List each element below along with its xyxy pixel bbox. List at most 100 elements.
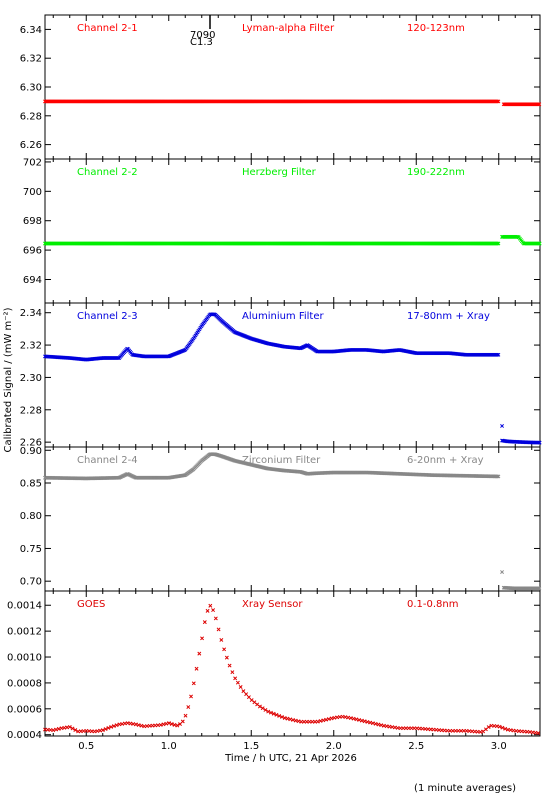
data-point: [186, 705, 191, 710]
panel-frame: [44, 14, 541, 160]
panel-ch21: 6.26 6.28 6.30 6.32 6.34 Channel 2-1 Lyman-alp…: [20, 14, 542, 160]
panel-label: 120-123nm: [407, 23, 465, 34]
data-point: [329, 716, 334, 721]
y-tick-label: 6.26: [20, 140, 42, 151]
data-point: [189, 694, 193, 699]
y-tick-label: 0.0006: [7, 704, 42, 715]
data-point: [244, 692, 249, 697]
data-point: [288, 717, 293, 722]
data-point: [370, 721, 375, 726]
panel-label: 0.1-0.8nm: [407, 599, 459, 610]
data-point: [536, 102, 541, 107]
y-tick-label: 0.0008: [7, 678, 42, 689]
data-point: [114, 723, 119, 728]
data-point: [537, 241, 542, 246]
y-tick-label: 0.0010: [7, 653, 42, 664]
data-point: [158, 722, 163, 727]
data-point: [263, 707, 268, 712]
panel-label: Aluminium Filter: [242, 311, 325, 322]
x-axis-title: Time / h UTC, 21 Apr 2026: [224, 753, 357, 764]
data-point: [536, 731, 541, 736]
data-point: [324, 717, 329, 722]
panel-label: Lyman-alpha Filter: [242, 23, 335, 34]
series-ch23-1: [500, 438, 542, 445]
data-point: [351, 716, 356, 721]
x-tick-label: 1.0: [161, 741, 177, 752]
series-ch24-1: [501, 585, 542, 591]
data-point: [238, 685, 243, 689]
y-tick-label: 0.70: [20, 577, 42, 588]
data-point: [373, 721, 378, 726]
data-point: [257, 704, 262, 709]
data-point: [208, 603, 213, 608]
data-point: [495, 241, 500, 246]
y-tick-label: 0.0014: [7, 601, 42, 612]
data-point: [496, 99, 501, 104]
data-point: [133, 722, 138, 727]
data-point: [103, 727, 108, 732]
averaging-note: (1 minute averages): [414, 783, 516, 794]
x-tick-label: 1.5: [243, 741, 259, 752]
data-point: [346, 715, 351, 720]
y-tick-label: 696: [23, 246, 42, 257]
data-point: [497, 724, 502, 729]
data-point: [233, 676, 238, 681]
series-ch22-1: [500, 234, 542, 246]
data-point: [197, 651, 202, 656]
panel-label: Zirconium Filter: [242, 455, 321, 466]
panel-label: 190-222nm: [407, 167, 465, 178]
data-point: [260, 706, 265, 711]
data-point: [227, 663, 232, 668]
y-tick-label: 6.30: [20, 83, 42, 94]
series-ch24-0: [43, 452, 501, 481]
data-point: [67, 725, 72, 729]
y-tick-label: 6.28: [20, 111, 42, 122]
data-point: [277, 713, 282, 718]
panel-label: Channel 2-3: [77, 311, 138, 322]
data-point: [496, 474, 501, 479]
data-point: [230, 670, 235, 675]
data-point: [326, 717, 331, 721]
data-point: [241, 689, 246, 694]
y-tick-label: 0.85: [20, 479, 42, 490]
data-point: [282, 716, 287, 720]
data-point: [51, 728, 56, 733]
data-point: [357, 718, 362, 722]
y-tick-label: 702: [23, 157, 42, 168]
data-point: [268, 710, 273, 715]
data-point: [537, 102, 542, 107]
data-point: [503, 726, 508, 731]
series-ch21-0: [43, 99, 501, 104]
panel-label: Xray Sensor: [242, 599, 303, 610]
panel-label: Channel 2-4: [77, 455, 138, 466]
y-tick-label: 0.80: [20, 511, 42, 522]
data-point: [183, 713, 188, 718]
data-point: [495, 99, 500, 104]
data-point: [202, 620, 207, 625]
y-tick-label: 6.32: [20, 54, 42, 65]
data-point: [70, 726, 75, 731]
data-point: [246, 695, 251, 700]
data-point: [139, 723, 144, 728]
data-point: [486, 725, 491, 730]
flare-id-label: 7090: [190, 30, 215, 41]
series-ch21-1: [501, 102, 542, 107]
data-point: [536, 241, 541, 246]
panel-label: Channel 2-2: [77, 167, 138, 178]
y-tick-label: 0.0004: [7, 730, 42, 741]
panel-label: Channel 2-1: [77, 23, 138, 34]
data-point: [537, 586, 542, 591]
data-point: [495, 474, 500, 479]
data-point: [293, 718, 298, 723]
y-tick-label: 2.30: [20, 373, 42, 384]
data-point: [365, 719, 370, 724]
data-point: [321, 718, 326, 723]
data-point: [219, 638, 224, 642]
panel-ch24: 0.70 0.75 0.80 0.85 0.90 Channel 2-4 Zirconium…: [20, 446, 542, 592]
data-point: [191, 681, 196, 686]
data-point: [73, 728, 78, 732]
data-point: [216, 627, 221, 632]
y-tick-label: 2.34: [20, 308, 42, 319]
outlier-point: [500, 424, 505, 428]
